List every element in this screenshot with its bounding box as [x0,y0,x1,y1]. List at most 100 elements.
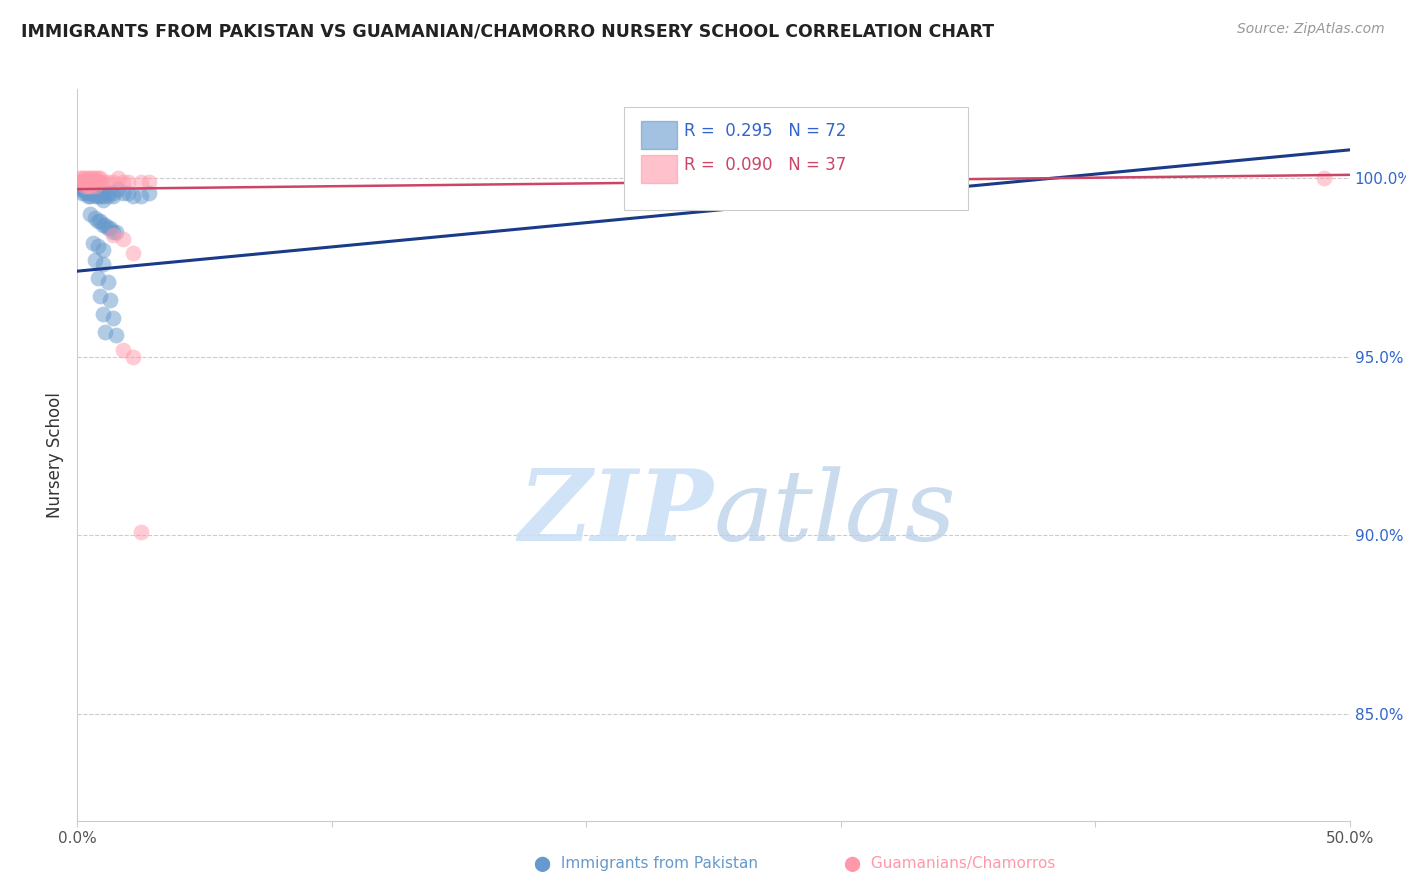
Point [76,175,98,189]
Point [804,175,827,189]
Point [84,178,107,193]
Point [112,175,135,189]
Point [86,186,108,200]
Text: ⬤  Immigrants from Pakistan: ⬤ Immigrants from Pakistan [534,856,758,872]
Point [82,175,104,189]
Point [91,193,114,207]
Point [79,189,101,203]
Point [73,175,96,189]
Point [82,182,104,196]
Point [82,235,104,250]
Point [82,186,104,200]
Y-axis label: Nursery School: Nursery School [46,392,65,518]
Point [104,225,127,239]
Point [97,186,120,200]
Point [79,175,101,189]
Point [86,214,108,228]
Point [79,178,101,193]
Point [84,171,107,186]
Point [76,182,98,196]
Point [69,175,91,189]
Point [79,182,101,196]
Point [112,232,135,246]
Text: atlas: atlas [714,466,956,561]
Point [91,257,114,271]
Point [91,186,114,200]
Point [112,186,135,200]
Point [101,175,124,189]
Point [86,239,108,253]
Text: IMMIGRANTS FROM PAKISTAN VS GUAMANIAN/CHAMORRO NURSERY SCHOOL CORRELATION CHART: IMMIGRANTS FROM PAKISTAN VS GUAMANIAN/CH… [21,22,994,40]
Point [117,175,139,189]
Point [107,171,129,186]
Point [89,289,111,303]
Point [73,186,96,200]
Point [138,186,160,200]
Point [89,189,111,203]
Text: R =  0.295   N = 72: R = 0.295 N = 72 [685,122,846,140]
Point [97,275,120,289]
Point [94,325,117,339]
Point [84,182,107,196]
Point [86,175,108,189]
Point [82,171,104,186]
Point [69,182,91,196]
Point [89,214,111,228]
Point [1313,171,1336,186]
Point [89,186,111,200]
Point [100,221,122,235]
Point [101,228,124,243]
Point [86,271,108,285]
Point [122,350,145,364]
Point [79,178,101,193]
Point [76,186,98,200]
Point [86,189,108,203]
Point [73,175,96,189]
Point [84,211,107,225]
Point [73,178,96,193]
Point [94,218,117,232]
Point [73,182,96,196]
Point [82,178,104,193]
Point [72,175,94,189]
Text: R =  0.090   N = 37: R = 0.090 N = 37 [685,155,846,174]
Point [86,171,108,186]
Point [84,253,107,268]
Point [69,175,91,189]
Bar [641,121,676,149]
Point [89,175,111,189]
Point [129,175,152,189]
Point [107,182,129,196]
Point [91,175,114,189]
Point [76,171,98,186]
Point [122,189,145,203]
Text: ⬤  Guamanians/Chamorros: ⬤ Guamanians/Chamorros [844,856,1054,872]
Point [72,178,94,193]
Point [69,178,91,193]
Point [129,524,152,539]
Point [84,186,107,200]
Point [72,171,94,186]
Point [91,218,114,232]
Point [97,189,120,203]
Point [101,186,124,200]
Point [84,189,107,203]
Point [73,171,96,186]
Point [117,186,139,200]
Text: Source: ZipAtlas.com: Source: ZipAtlas.com [1237,22,1385,37]
Point [122,246,145,260]
Point [91,243,114,257]
Point [101,310,124,325]
Point [91,189,114,203]
Point [76,178,98,193]
Point [73,178,96,193]
Point [72,175,94,189]
Point [100,293,122,307]
Point [101,225,124,239]
Point [72,186,94,200]
Point [104,328,127,343]
Point [84,175,107,189]
Point [69,171,91,186]
FancyBboxPatch shape [624,108,969,210]
Point [138,175,160,189]
